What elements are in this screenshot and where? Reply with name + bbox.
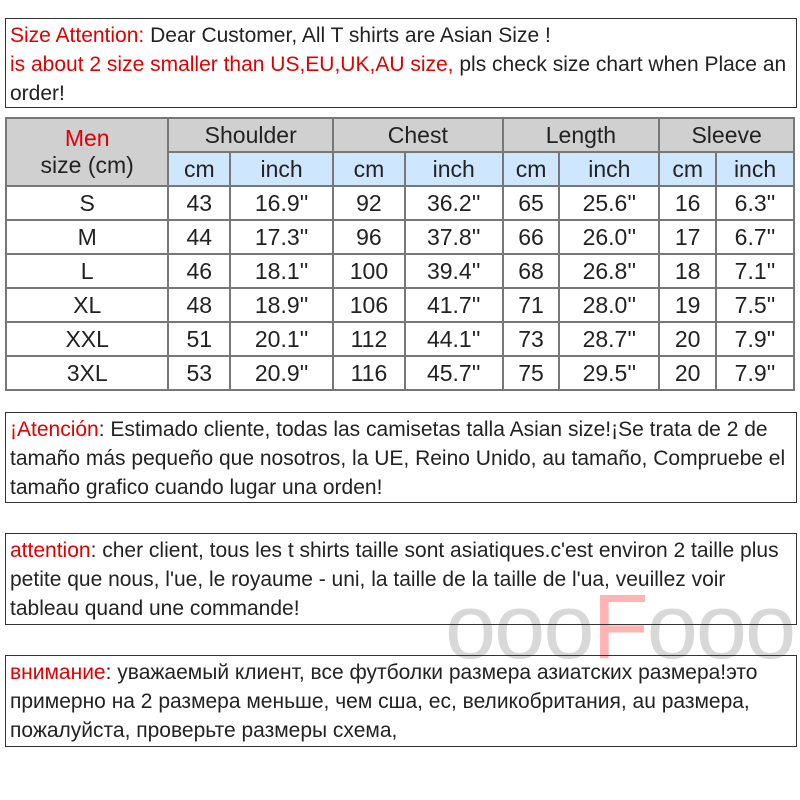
value-cell: 65 [501,185,561,221]
header-chest: Chest [332,117,504,153]
table-row: 3XL 53 20.9'' 116 45.7'' 75 29.5'' 20 7.9'' [4,355,795,391]
notice-text: : Estimado cliente, todas las camisetas … [10,418,786,499]
value-cell: 18 [658,253,718,289]
header-length: Length [501,117,661,153]
notice-label: внимание [10,661,106,684]
value-cell: 7.9'' [715,321,795,357]
unit-header-cm: cm [658,151,718,187]
unit-header-cm: cm [167,151,232,187]
value-cell: 92 [332,185,406,221]
unit-header-inch: inch [715,151,795,187]
value-cell: 45.7'' [403,355,504,391]
table-row: XXL 51 20.1'' 112 44.1'' 73 28.7'' 20 7.9'' [4,321,795,357]
size-chart-table: Men size (cm) Shoulder Chest Length Sleev… [4,117,795,391]
value-cell: 18.1'' [229,253,335,289]
notice-label: ¡Atención [10,418,99,441]
unit-header-inch: inch [229,151,335,187]
notice-label: attention [10,539,91,562]
notice-english: Size Attention: Dear Customer, All T shi… [5,18,797,108]
value-cell: 71 [501,287,561,323]
value-cell: 20.1'' [229,321,335,357]
notice-text: pls check size chart when Place an order… [10,53,787,105]
table-row: S 43 16.9'' 92 36.2'' 65 25.6'' 16 6.3'' [4,185,795,221]
value-cell: 16.9'' [229,185,335,221]
notice-spanish: ¡Atención: Estimado cliente, todas las c… [5,412,797,503]
header-shoulder: Shoulder [167,117,335,153]
unit-header-cm: cm [501,151,561,187]
value-cell: 43 [167,185,232,221]
value-cell: 68 [501,253,561,289]
value-cell: 18.9'' [229,287,335,323]
notice-text: Dear Customer, All T shirts are Asian Si… [144,24,551,47]
notice-label: Size Attention: [10,24,145,47]
value-cell: 6.7'' [715,219,795,255]
value-cell: 39.4'' [403,253,504,289]
notice-text: : cher client, tous les t shirts taille … [10,539,779,620]
value-cell: 75 [501,355,561,391]
value-cell: 112 [332,321,406,357]
value-cell: 73 [501,321,561,357]
value-cell: 36.2'' [403,185,504,221]
table-row: L 46 18.1'' 100 39.4'' 68 26.8'' 18 7.1'' [4,253,795,289]
value-cell: 6.3'' [715,185,795,221]
value-cell: 44 [167,219,232,255]
value-cell: 66 [501,219,561,255]
value-cell: 116 [332,355,406,391]
value-cell: 28.0'' [558,287,661,323]
value-cell: 37.8'' [403,219,504,255]
value-cell: 26.8'' [558,253,661,289]
value-cell: 19 [658,287,718,323]
unit-header-cm: cm [332,151,406,187]
size-cell: M [4,219,170,255]
value-cell: 25.6'' [558,185,661,221]
value-cell: 17.3'' [229,219,335,255]
value-cell: 29.5'' [558,355,661,391]
value-cell: 53 [167,355,232,391]
value-cell: 106 [332,287,406,323]
table-row: XL 48 18.9'' 106 41.7'' 71 28.0'' 19 7.5'' [4,287,795,323]
value-cell: 51 [167,321,232,357]
notice-french: attention: cher client, tous les t shirt… [5,533,797,625]
value-cell: 7.1'' [715,253,795,289]
table-row: M 44 17.3'' 96 37.8'' 66 26.0'' 17 6.7'' [4,219,795,255]
value-cell: 100 [332,253,406,289]
unit-header-inch: inch [403,151,504,187]
value-cell: 44.1'' [403,321,504,357]
size-cell: XL [4,287,170,323]
value-cell: 41.7'' [403,287,504,323]
value-cell: 7.5'' [715,287,795,323]
value-cell: 16 [658,185,718,221]
value-cell: 20.9'' [229,355,335,391]
size-cell: L [4,253,170,289]
header-sleeve: Sleeve [658,117,795,153]
corner-header: Men size (cm) [4,117,170,187]
value-cell: 7.9'' [715,355,795,391]
value-cell: 46 [167,253,232,289]
size-cell: S [4,185,170,221]
value-cell: 48 [167,287,232,323]
size-cell: 3XL [4,355,170,391]
value-cell: 20 [658,355,718,391]
value-cell: 96 [332,219,406,255]
size-cell: XXL [4,321,170,357]
value-cell: 20 [658,321,718,357]
notice-warning: is about 2 size smaller than US,EU,UK,AU… [10,53,454,76]
value-cell: 26.0'' [558,219,661,255]
notice-russian: внимание: уважаемый клиент, все футболки… [5,655,797,747]
value-cell: 17 [658,219,718,255]
notice-text: : уважаемый клиент, все футболки размера… [10,661,758,742]
value-cell: 28.7'' [558,321,661,357]
unit-header-inch: inch [558,151,661,187]
